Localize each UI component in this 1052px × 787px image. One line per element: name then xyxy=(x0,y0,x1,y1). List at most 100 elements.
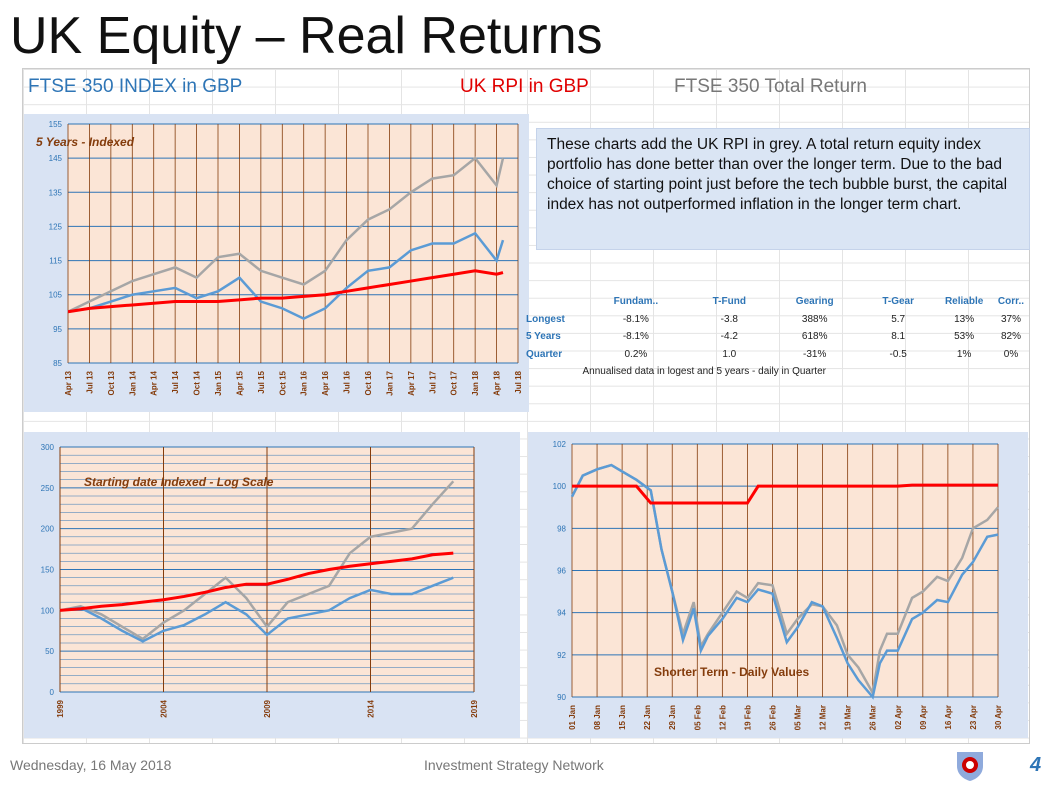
x-tick-label: Jan 14 xyxy=(128,370,137,395)
commentary-box: These charts add the UK RPI in grey. A t… xyxy=(536,128,1030,250)
x-tick-label: 02 Apr xyxy=(894,705,903,730)
series-line-ftse-350-index xyxy=(67,231,505,320)
series-line-ftse-350-index xyxy=(570,463,999,700)
x-tick-label: Apr 18 xyxy=(493,370,502,395)
col-header: T-Gear xyxy=(882,296,915,308)
x-tick-label: 19 Mar xyxy=(844,705,853,730)
x-tick-label: Apr 14 xyxy=(150,370,159,395)
series-line-uk-rpi xyxy=(59,551,454,612)
chart-long-term: 0 50 100 150 200 250 300 1999 2004 2009 2014 2019 St… xyxy=(24,432,520,738)
x-tick-label: 30 Apr xyxy=(994,705,1003,730)
cell: 1% xyxy=(956,348,972,360)
footer-date: Wednesday, 16 May 2018 xyxy=(10,757,172,773)
x-tick-label: Oct 16 xyxy=(364,370,373,395)
cell: 13% xyxy=(954,313,975,325)
x-tick-label: 01 Jan xyxy=(568,705,577,730)
col-header: Gearing xyxy=(795,296,834,308)
cell: 5.7 xyxy=(891,313,906,325)
chart-5-years: 85 95 105 115 125 135 145 155 Apr 13 Jul 13 Oct 13… xyxy=(24,114,529,412)
chart-short-term: 90 92 94 96 98 100 102 01 Jan 08 Jan 15 Jan 22 Jan… xyxy=(528,432,1028,738)
col-header: Reliable xyxy=(944,296,984,308)
x-tick-label: 2009 xyxy=(263,699,272,717)
cell: 82% xyxy=(1000,331,1021,343)
cell: 0% xyxy=(1003,348,1019,360)
x-tick-label: Jul 15 xyxy=(257,370,266,393)
cell: -8.1% xyxy=(622,313,649,325)
x-tick-label: Jan 17 xyxy=(385,370,394,395)
x-tick-label: 05 Mar xyxy=(794,705,803,730)
y-tick-label: 100 xyxy=(41,606,55,615)
table-row: Longest -8.1% -3.8 388% 5.7 13% 37% xyxy=(526,311,1030,329)
x-tick-label: Jul 17 xyxy=(428,370,437,393)
x-tick-label: Jul 18 xyxy=(514,370,523,393)
y-tick-label: 94 xyxy=(557,609,566,618)
table-row: Quarter 0.2% 1.0 -31% -0.5 1% 0% xyxy=(526,346,1030,364)
y-tick-label: 105 xyxy=(49,291,63,300)
x-tick-label: Apr 17 xyxy=(407,370,416,395)
cell: 53% xyxy=(954,331,975,343)
cell: 8.1 xyxy=(891,331,906,343)
y-tick-label: 200 xyxy=(41,525,55,534)
series-line-uk-rpi xyxy=(572,483,998,505)
x-tick-label: 19 Feb xyxy=(743,705,752,730)
y-tick-label: 100 xyxy=(553,482,567,491)
y-tick-label: 0 xyxy=(50,688,55,697)
x-tick-label: Jan 15 xyxy=(214,370,223,395)
x-tick-label: Jul 16 xyxy=(343,370,352,393)
cell: 0.2% xyxy=(624,348,648,360)
cell: -31% xyxy=(803,348,827,360)
y-tick-label: 150 xyxy=(41,566,55,575)
y-tick-label: 98 xyxy=(557,524,566,533)
col-header: T-Fund xyxy=(712,296,746,308)
x-tick-label: Apr 13 xyxy=(64,370,73,395)
y-tick-label: 96 xyxy=(557,567,566,576)
header-total-return: FTSE 350 Total Return xyxy=(674,76,867,97)
logo-shield-icon xyxy=(957,752,983,781)
x-tick-label: 29 Jan xyxy=(668,705,677,730)
x-tick-label: 2014 xyxy=(367,699,376,717)
x-tick-label: 12 Mar xyxy=(819,705,828,730)
x-tick-label: 23 Apr xyxy=(969,705,978,730)
y-tick-label: 85 xyxy=(53,359,62,368)
series-line-ftse-350-total-return xyxy=(59,480,455,641)
x-tick-label: 15 Jan xyxy=(618,705,627,730)
x-tick-label: 2019 xyxy=(470,699,479,717)
y-tick-label: 90 xyxy=(557,693,566,702)
y-tick-label: 102 xyxy=(553,440,567,449)
y-tick-label: 115 xyxy=(49,257,62,266)
slide-title: UK Equity – Real Returns xyxy=(10,7,603,65)
col-header: Corr.. xyxy=(997,296,1025,308)
cell: 1.0 xyxy=(722,348,737,360)
series-line-uk-rpi xyxy=(67,269,504,314)
cell: 37% xyxy=(1000,313,1021,325)
row-label: Longest xyxy=(526,313,565,325)
x-tick-label: Apr 15 xyxy=(235,370,244,395)
page-number: 4 xyxy=(1030,754,1042,776)
y-tick-label: 145 xyxy=(49,154,63,163)
x-tick-label: 26 Mar xyxy=(869,705,878,730)
cell: 618% xyxy=(801,331,828,343)
x-tick-label: Oct 14 xyxy=(193,370,202,395)
footer-organisation: Investment Strategy Network xyxy=(424,757,604,773)
x-tick-label: Oct 17 xyxy=(450,370,459,395)
x-tick-label: 12 Feb xyxy=(718,705,727,730)
cell: -8.1% xyxy=(622,331,649,343)
y-tick-label: 155 xyxy=(49,120,63,129)
stats-table: Fundam.. T-Fund Gearing T-Gear Reliable Corr.… xyxy=(526,293,1030,381)
row-label: Quarter xyxy=(526,348,563,360)
y-tick-label: 92 xyxy=(557,651,566,660)
chart-title: Starting date Indexed - Log Scale xyxy=(84,475,274,489)
cell: -0.5 xyxy=(889,348,907,360)
cell: -4.2 xyxy=(720,331,738,343)
cell: 388% xyxy=(801,313,828,325)
x-tick-label: Jan 16 xyxy=(300,370,309,395)
x-tick-label: Oct 13 xyxy=(107,370,116,395)
series-line-ftse-350-total-return xyxy=(67,156,505,313)
row-label: 5 Years xyxy=(526,331,561,343)
x-tick-label: Jul 14 xyxy=(171,370,180,393)
x-tick-label: 16 Apr xyxy=(944,705,953,730)
x-tick-label: Oct 15 xyxy=(278,370,287,395)
table-footnote: Annualised data in logest and 5 years - … xyxy=(582,366,826,378)
x-tick-label: 22 Jan xyxy=(643,705,652,730)
y-tick-label: 50 xyxy=(45,647,54,656)
